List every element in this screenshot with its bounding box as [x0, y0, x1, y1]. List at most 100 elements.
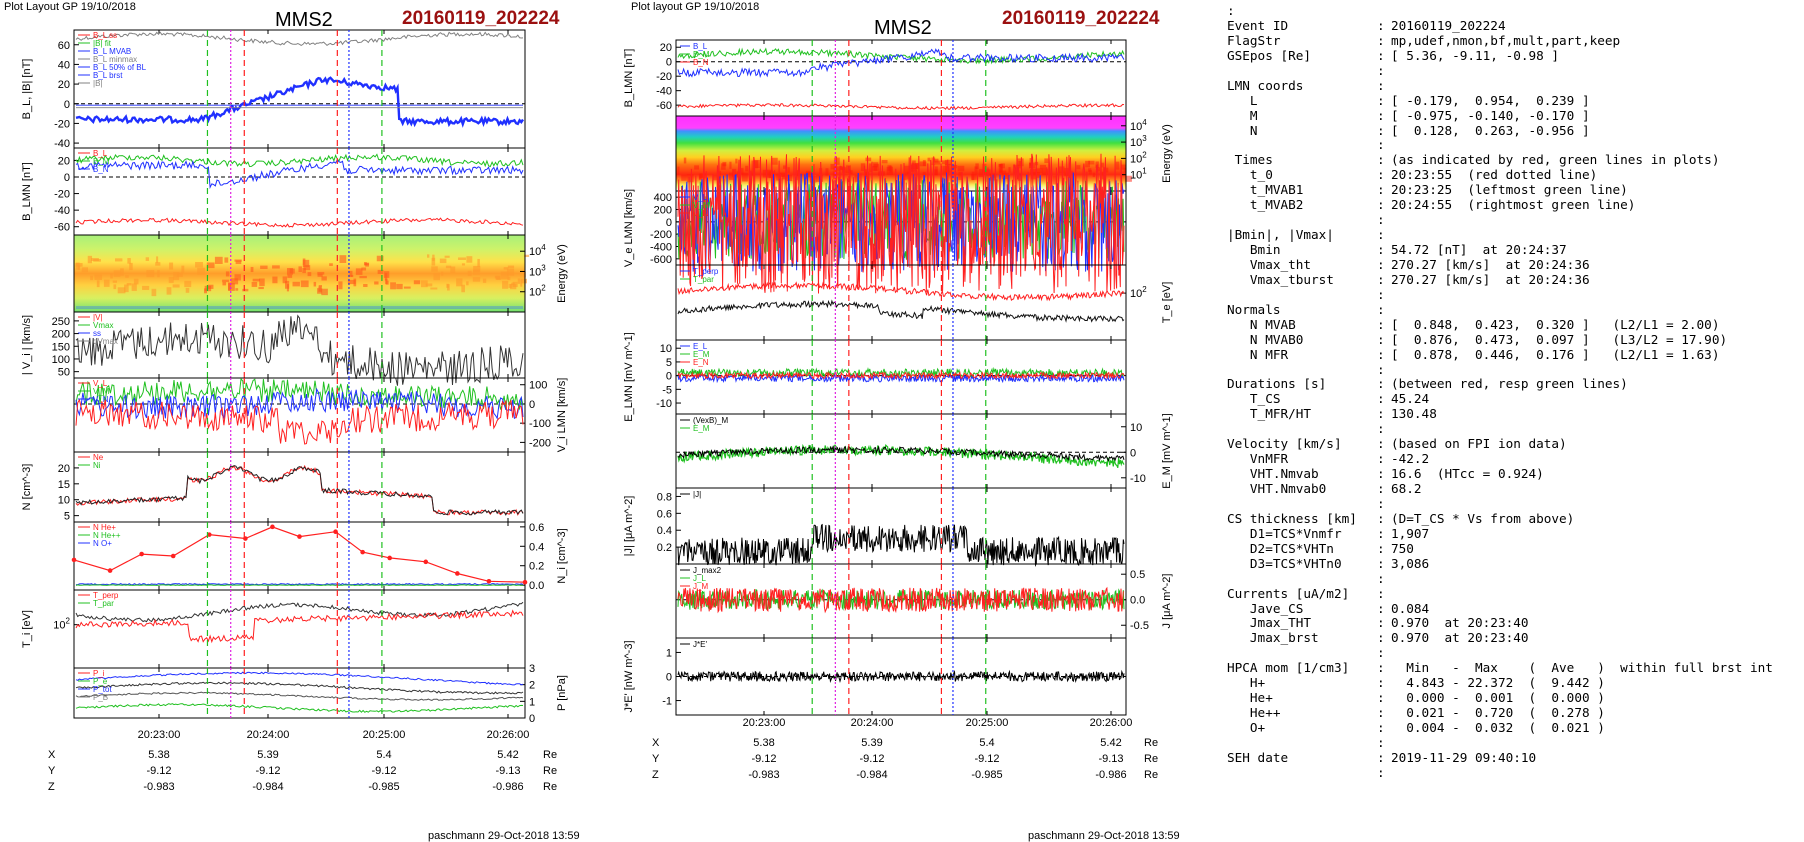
info-row: CS thickness [km]: (D=T_CS * Vs from abov… [1227, 510, 1787, 527]
ephemeris-value: 5.38 [753, 737, 774, 749]
data-point [207, 532, 212, 537]
info-value: 2019-11-29 09:40:10 [1391, 749, 1537, 765]
spectrogram-cell [521, 278, 527, 284]
spectrogram-cell [998, 163, 1001, 168]
spectrogram-cell [935, 160, 941, 165]
spectrogram-cell [441, 271, 444, 276]
spectrogram-cell [214, 256, 223, 264]
info-value: 0.084 [1391, 600, 1430, 616]
spectrogram-cell [172, 284, 180, 288]
spectrogram-cell [431, 257, 436, 266]
ephemeris-unit: Re [1144, 753, 1158, 765]
info-key [1227, 288, 1377, 303]
left-event-title: 20160119_202224 [402, 8, 560, 29]
spectrogram-cell [1017, 173, 1023, 181]
info-row: O+: 0.004 - 0.032 ( 0.021 ) [1227, 720, 1787, 736]
legend-entry: E_L [693, 342, 708, 351]
spectrogram-cell [450, 266, 456, 273]
spectrogram-cell [1088, 160, 1095, 165]
ephemeris-unit: Re [1144, 737, 1158, 749]
legend-entry: B_L ss [93, 31, 117, 40]
tick-exp: 2 [1142, 150, 1147, 159]
info-row: : [1227, 137, 1787, 153]
spectrogram-cell [912, 160, 916, 165]
spectrogram-cell [113, 270, 121, 277]
info-colon: : [1377, 376, 1385, 392]
info-colon: : [1377, 585, 1385, 601]
spectrogram-cell [1039, 164, 1047, 170]
y-tick-label: 103 [529, 263, 546, 278]
info-row: Event ID:20160119_202224 [1227, 18, 1787, 34]
left-page-header: Plot Layout GP 19/10/2018 [4, 1, 136, 13]
y-tick-label: 1 [529, 696, 535, 708]
info-value: (between red, resp green lines) [1391, 376, 1628, 392]
info-key: VnMFR [1227, 452, 1289, 467]
info-row: GSEpos [Re]: [ 5.36, -9.11, -0.98 ] [1227, 48, 1787, 64]
spectrogram-cell [157, 270, 160, 278]
series-Ne [75, 464, 524, 516]
info-value: 3,086 [1391, 555, 1430, 571]
info-value [1391, 587, 1787, 602]
info-row: D3=TCS*VHTn0:3,086 [1227, 555, 1787, 572]
info-colon: : [1377, 749, 1385, 765]
info-colon: : [1377, 720, 1385, 735]
spectrogram-cell [941, 160, 948, 165]
spectrogram-cell [124, 284, 129, 293]
spectrogram-cell [272, 265, 280, 269]
ephemeris-value: -0.986 [492, 781, 523, 793]
spectrogram-cell [878, 171, 885, 176]
spectrogram-cell [957, 165, 965, 172]
info-colon: : [1377, 271, 1385, 287]
info-colon: : [1377, 660, 1385, 676]
spectrogram-cell [783, 165, 787, 169]
info-key: LMN coords [1227, 78, 1304, 93]
spectrogram-cell [384, 272, 388, 281]
info-key: N [1227, 123, 1258, 138]
x-tick-label: 20:26:00 [487, 729, 530, 741]
info-colon: : [1377, 197, 1385, 213]
info-colon: : [1377, 32, 1385, 48]
info-key: He+ [1227, 691, 1273, 706]
y-tick-label: 0.2 [657, 542, 672, 554]
y-tick-label: 0.6 [529, 522, 544, 534]
info-colon: : [1377, 421, 1385, 437]
spectrogram-cell [286, 268, 293, 275]
info-value [1391, 64, 1787, 79]
info-colon: : [1377, 510, 1385, 526]
spectrogram-cell [919, 175, 922, 184]
y-axis-label: B_LMN [nT] [21, 162, 33, 221]
right-panel-1: 20 0 -20 -40 -60 B_LMN [nT] B_LB_MB_N [623, 39, 1127, 117]
y-tick-label: 104 [529, 243, 546, 258]
spectrogram-cell [762, 169, 768, 178]
y-axis-label: B_L, |B| [nT] [21, 59, 33, 120]
legend-entry: Vmax [93, 321, 113, 330]
info-key: L [1227, 93, 1258, 108]
spectrogram-cell [740, 168, 744, 175]
spectrogram-cell [677, 166, 680, 175]
series-Ni [75, 465, 524, 516]
spectrogram-cell [458, 257, 466, 260]
info-value [1391, 497, 1787, 512]
info-colon: : [1377, 107, 1385, 123]
info-key: Event ID [1227, 18, 1289, 33]
y-axis-label: V_e LMN [km/s] [623, 189, 635, 267]
data-point [170, 553, 176, 559]
info-row: : [1227, 571, 1787, 587]
info-key [1227, 138, 1377, 153]
info-colon: : [1377, 406, 1385, 422]
info-colon: : [1377, 615, 1385, 631]
left-probe-title: MMS2 [275, 9, 333, 31]
spectrogram-cell [865, 157, 872, 162]
spectrogram-cell [1088, 168, 1092, 172]
y-axis-label: T_e [eV] [1161, 282, 1173, 324]
panel-frame [73, 667, 526, 719]
spectrogram-cell [355, 268, 363, 275]
spectrogram-cell [303, 265, 311, 271]
spectrogram-cell [252, 278, 261, 282]
info-value: 68.2 [1391, 481, 1422, 496]
spectrogram-cell [839, 166, 842, 170]
ephemeris-label: X [48, 749, 56, 761]
